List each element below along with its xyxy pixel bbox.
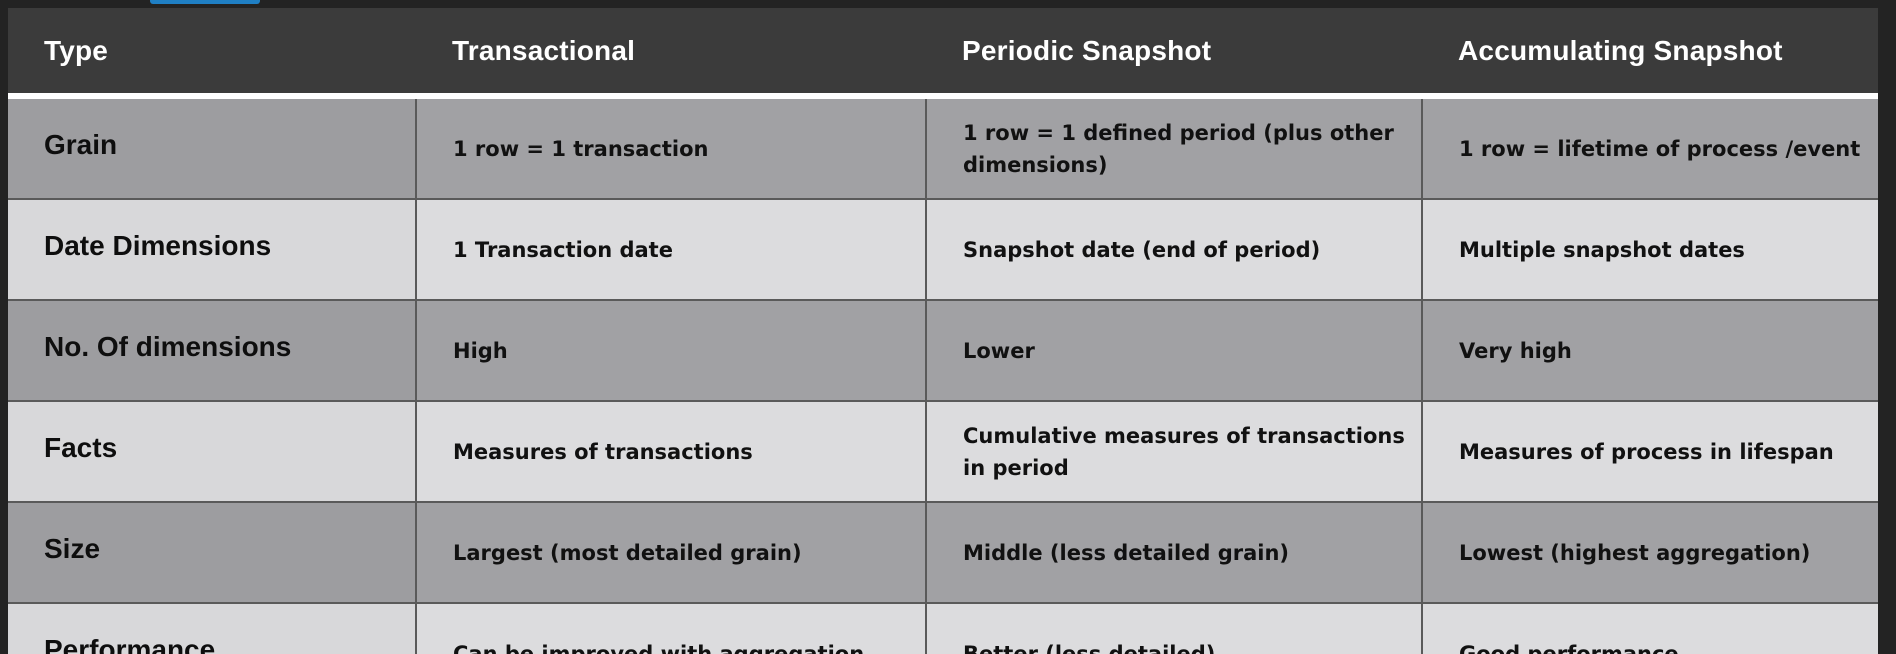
cell-accumulating-snapshot: 1 row = lifetime of process /event <box>1421 95 1878 200</box>
cell-periodic-snapshot: Cumulative measures of transactions in p… <box>925 400 1423 503</box>
cell-transactional: Can be improved with aggregation <box>415 602 927 654</box>
cell-accumulating-snapshot: Very high <box>1421 299 1878 402</box>
cell-transactional: 1 row = 1 transaction <box>415 95 927 200</box>
cell-periodic-snapshot: Better (less detailed) <box>925 602 1423 654</box>
cell-transactional: Largest (most detailed grain) <box>415 501 927 604</box>
header-accumulating-snapshot: Accumulating Snapshot <box>1422 8 1878 99</box>
header-type: Type <box>8 8 416 99</box>
row-no-of-dimensions: No. Of dimensions High Lower Very high <box>8 299 1878 402</box>
fact-table-comparison: Type Transactional Periodic Snapshot Acc… <box>8 8 1878 654</box>
row-facts: Facts Measures of transactions Cumulativ… <box>8 400 1878 503</box>
cell-transactional: Measures of transactions <box>415 400 927 503</box>
row-size: Size Largest (most detailed grain) Middl… <box>8 501 1878 604</box>
cell-transactional: 1 Transaction date <box>415 198 927 301</box>
cell-accumulating-snapshot: Measures of process in lifespan <box>1421 400 1878 503</box>
row-label: Performance <box>8 602 417 654</box>
row-label: Grain <box>8 95 417 200</box>
cell-periodic-snapshot: Middle (less detailed grain) <box>925 501 1423 604</box>
row-label: Facts <box>8 400 417 503</box>
cell-transactional: High <box>415 299 927 402</box>
cell-accumulating-snapshot: Lowest (highest aggregation) <box>1421 501 1878 604</box>
cell-periodic-snapshot: Snapshot date (end of period) <box>925 198 1423 301</box>
cell-periodic-snapshot: Lower <box>925 299 1423 402</box>
cell-accumulating-snapshot: Multiple snapshot dates <box>1421 198 1878 301</box>
row-grain: Grain 1 row = 1 transaction 1 row = 1 de… <box>8 95 1878 200</box>
accent-bar <box>150 0 260 4</box>
row-date-dimensions: Date Dimensions 1 Transaction date Snaps… <box>8 198 1878 301</box>
header-transactional: Transactional <box>416 8 926 99</box>
header-periodic-snapshot: Periodic Snapshot <box>926 8 1422 99</box>
cell-accumulating-snapshot: Good performance <box>1421 602 1878 654</box>
cell-periodic-snapshot: 1 row = 1 defined period (plus other dim… <box>925 95 1423 200</box>
header-row: Type Transactional Periodic Snapshot Acc… <box>8 8 1878 99</box>
row-label: No. Of dimensions <box>8 299 417 402</box>
row-label: Date Dimensions <box>8 198 417 301</box>
row-performance: Performance Can be improved with aggrega… <box>8 602 1878 654</box>
row-label: Size <box>8 501 417 604</box>
